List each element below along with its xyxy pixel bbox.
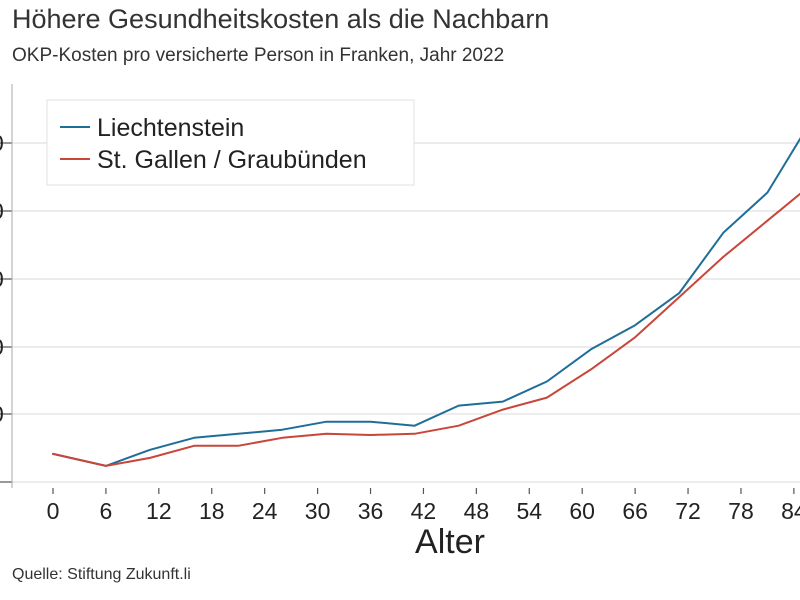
- series-lines: [52, 137, 800, 467]
- x-axis-ticks: 0 6 12 18 24 30 36 42 48 54 60 66 72 78 84: [47, 488, 800, 524]
- x-tick-label: 30: [305, 498, 331, 524]
- x-tick-label: 78: [728, 498, 754, 524]
- y-tick-label-fragment: 0: [0, 266, 4, 292]
- y-tick-label-fragment: 0: [0, 198, 4, 224]
- chart-title: Höhere Gesundheitskosten als die Nachbar…: [12, 4, 550, 34]
- legend-label: St. Gallen / Graubünden: [97, 146, 367, 174]
- series-line-liechtenstein: [52, 137, 800, 467]
- legend-box: [46, 99, 415, 186]
- y-tick-label-fragment: 0: [0, 130, 4, 156]
- axes: 0 0 0 0 0: [0, 84, 13, 488]
- series-line-st-gallen-graubuenden: [52, 192, 800, 467]
- x-tick-label: 24: [252, 498, 278, 524]
- x-tick-label: 66: [622, 498, 648, 524]
- x-tick-label: 12: [146, 498, 172, 524]
- grid-lines: [12, 142, 800, 483]
- chart-subtitle: OKP-Kosten pro versicherte Person in Fra…: [12, 45, 505, 66]
- legend-label: Liechtenstein: [97, 114, 244, 142]
- x-tick-label: 72: [675, 498, 701, 524]
- legend: Liechtenstein St. Gallen / Graubünden: [46, 99, 415, 186]
- x-axis-title: Alter: [415, 523, 485, 561]
- x-tick-label: 60: [569, 498, 595, 524]
- y-tick-label-fragment: 0: [0, 401, 4, 427]
- x-tick-label: 42: [411, 498, 437, 524]
- x-tick-label: 0: [47, 498, 60, 524]
- y-tick-label-fragment: 0: [0, 334, 4, 360]
- x-tick-label: 84: [781, 498, 800, 524]
- x-tick-label: 18: [199, 498, 225, 524]
- x-tick-label: 36: [358, 498, 384, 524]
- x-tick-label: 48: [464, 498, 490, 524]
- x-tick-label: 54: [516, 498, 542, 524]
- x-tick-label: 6: [100, 498, 113, 524]
- source-note: Quelle: Stiftung Zukunft.li: [12, 566, 191, 583]
